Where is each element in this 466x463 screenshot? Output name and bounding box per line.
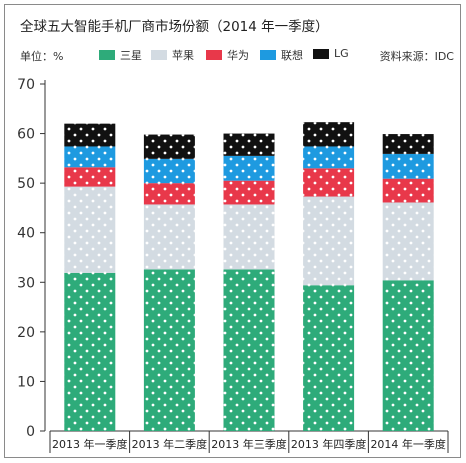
chart-title: 全球五大智能手机厂商市场份额（2014 年一季度）	[20, 19, 329, 35]
y-tick-label: 10	[17, 374, 35, 390]
bar-segment-dots	[382, 134, 434, 154]
bar-segment-dots	[223, 204, 275, 270]
x-tick-label: 2013 年三季度	[211, 437, 287, 451]
x-tick-label: 2013 年二季度	[132, 437, 208, 451]
bar-segment-dots	[143, 204, 195, 270]
legend-swatch	[260, 50, 276, 60]
y-tick-label: 70	[17, 77, 35, 93]
y-tick-label: 50	[17, 176, 35, 192]
bar-segment-dots	[303, 168, 355, 197]
legend-swatch	[151, 50, 167, 60]
legend-swatch	[99, 50, 115, 60]
bar-segment-dots	[382, 153, 434, 179]
legend-label: 三星	[120, 49, 142, 62]
legend-item-lg: LG	[313, 47, 349, 60]
bar-segment-dots	[143, 269, 195, 431]
bar-segment-dots	[143, 183, 195, 205]
legend-item-huawei: 华为	[206, 47, 249, 63]
bar-segment-dots	[223, 133, 275, 156]
bar-segment-dots	[303, 196, 355, 286]
bar-segment-dots	[303, 122, 355, 147]
bar-segment-dots	[382, 178, 434, 203]
legend-label: 华为	[227, 49, 249, 62]
legend-swatch	[313, 48, 329, 59]
legend-item-samsung: 三星	[99, 47, 142, 63]
y-tick-label: 40	[17, 226, 35, 242]
bar-segment-dots	[64, 123, 116, 147]
bar-segment-dots	[303, 146, 355, 169]
bar-segment-dots	[143, 158, 195, 184]
bar-segment-dots	[64, 146, 116, 168]
y-tick-label: 30	[17, 275, 35, 291]
legend-item-apple: 苹果	[151, 47, 194, 63]
unit-label: 单位：%	[20, 50, 64, 63]
legend-item-lenovo: 联想	[260, 47, 303, 63]
source-label: 资料来源：IDC	[379, 50, 454, 63]
bar-segment-dots	[64, 167, 116, 187]
chart-frame	[4, 4, 461, 458]
bar-segment-dots	[223, 180, 275, 205]
bar-segment-dots	[382, 202, 434, 281]
bar-segment-dots	[64, 186, 116, 273]
bar-segment-dots	[64, 272, 116, 431]
bar-segment-dots	[143, 134, 195, 159]
y-tick-label: 20	[17, 325, 35, 341]
y-tick-label: 60	[17, 127, 35, 143]
legend-swatch	[206, 50, 222, 60]
legend-label: 联想	[281, 49, 303, 62]
bar-segment-dots	[223, 155, 275, 181]
y-tick-label: 0	[26, 424, 35, 440]
bar-segment-dots	[223, 269, 275, 431]
legend-label: 苹果	[172, 49, 194, 62]
bar-segment-dots	[303, 285, 355, 431]
x-tick-label: 2013 年四季度	[291, 437, 367, 451]
x-tick-label: 2014 年一季度	[370, 437, 446, 451]
x-tick-label: 2013 年一季度	[52, 437, 128, 451]
bar-segment-dots	[382, 280, 434, 431]
legend-label: LG	[334, 47, 349, 60]
